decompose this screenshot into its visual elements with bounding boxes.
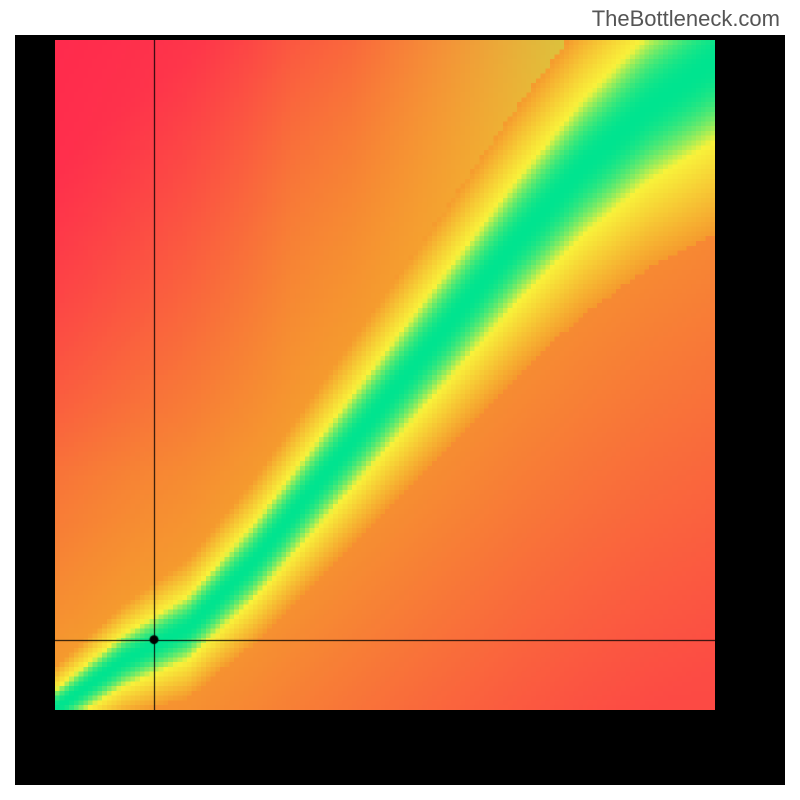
watermark-text: TheBottleneck.com — [592, 6, 780, 32]
plot-frame — [15, 35, 785, 785]
root-container: TheBottleneck.com — [0, 0, 800, 800]
crosshair-overlay — [55, 40, 715, 710]
